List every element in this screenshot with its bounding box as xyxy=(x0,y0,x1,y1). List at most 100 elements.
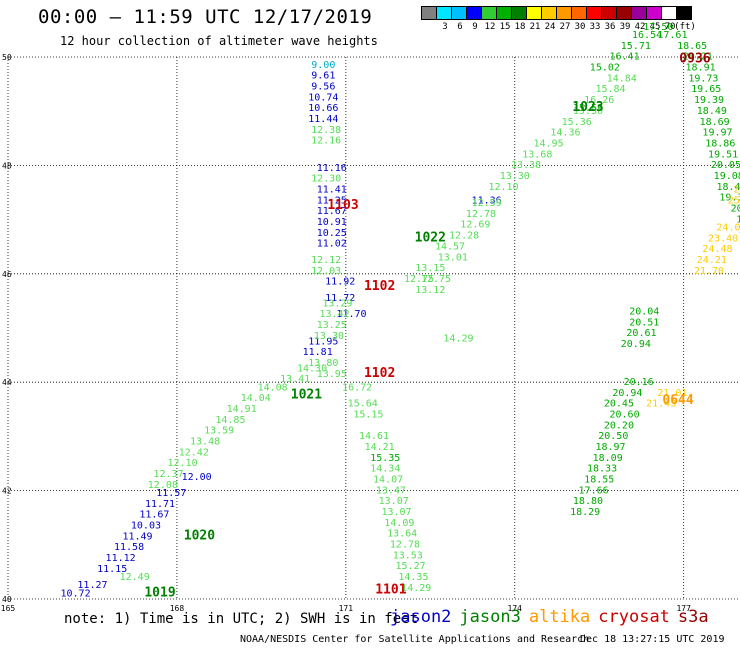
wave-height-point: 11.70 xyxy=(336,309,366,320)
legend-label: 9 xyxy=(472,22,478,32)
wave-height-point: 18.65 xyxy=(677,41,707,52)
wave-height-point: 11.49 xyxy=(122,531,152,542)
wave-height-point: 15.35 xyxy=(370,453,400,464)
wave-height-point: 13.64 xyxy=(387,529,417,540)
wave-height-point: 24.21 xyxy=(697,255,727,266)
wave-height-point: 19.39 xyxy=(694,95,724,106)
wave-height-point: 10.72 xyxy=(61,588,91,599)
legend-swatch xyxy=(676,6,692,20)
wave-height-point: 18.69 xyxy=(700,117,730,128)
x-tick-label: 168 xyxy=(170,604,185,613)
wave-height-point: 12.37 xyxy=(153,469,183,480)
legend-label: 21 xyxy=(529,22,541,32)
time-label: 0644 xyxy=(662,393,693,408)
wave-height-point: 9.56 xyxy=(311,82,335,93)
wave-height-point: 11.57 xyxy=(156,488,186,499)
wave-height-point: 14.21 xyxy=(365,442,395,453)
time-label: 1103 xyxy=(327,198,358,213)
wave-height-point: 24.02 xyxy=(716,222,740,233)
wave-height-point: 13.07 xyxy=(379,496,409,507)
wave-height-point: 11.02 xyxy=(317,239,347,250)
color-scale-legend: 3 6 9 12 15 18 21 24 27 30 33 36 39 42 45 70 (ft) xyxy=(421,6,696,32)
wave-height-point: 12.59 xyxy=(472,198,502,209)
wave-height-point: 14.34 xyxy=(370,464,400,475)
wave-height-point: 11.72 xyxy=(325,293,355,304)
wave-height-point: 18.09 xyxy=(593,453,623,464)
wave-height-point: 18.42 xyxy=(716,182,740,193)
wave-height-point: 9.00 xyxy=(311,60,335,71)
time-label: 1102 xyxy=(364,279,395,294)
y-tick-label: 40 xyxy=(2,595,12,604)
y-tick-label: 46 xyxy=(2,270,12,279)
satellite-label-altika: altika xyxy=(528,607,591,627)
wave-height-point: 18.33 xyxy=(587,464,617,475)
wave-height-point: 11.27 xyxy=(77,580,107,591)
wave-height-point: 13.29 xyxy=(322,298,352,309)
generation-timestamp: Dec 18 13:27:15 UTC 2019 xyxy=(580,634,725,645)
wave-height-point: 14.95 xyxy=(533,138,563,149)
wave-height-point: 12.00 xyxy=(182,472,212,483)
wave-height-point: 13.25 xyxy=(317,320,347,331)
satellite-label-jason2: jason2 xyxy=(390,607,452,627)
legend-label: 24 xyxy=(544,22,556,32)
wave-height-point: 12.30 xyxy=(311,174,341,185)
wave-height-point: 20.90 xyxy=(731,203,740,214)
wave-height-point: 20.50 xyxy=(598,431,628,442)
legend-label: (ft) xyxy=(674,22,696,32)
wave-height-point: 21.01 xyxy=(657,388,687,399)
y-tick-label: 48 xyxy=(2,161,12,170)
wave-height-point: 14.04 xyxy=(241,393,271,404)
wave-height-point: 12.12 xyxy=(311,255,341,266)
wave-height-point: 11.16 xyxy=(317,163,347,174)
wave-height-point: 10.03 xyxy=(131,521,161,532)
wave-height-point: 20.60 xyxy=(610,409,640,420)
wave-height-point: 21.43 xyxy=(646,399,676,410)
wave-height-point: 13.12 xyxy=(415,285,445,296)
satellite-label-cryosat: cryosat xyxy=(598,607,670,627)
wave-height-point: 10.66 xyxy=(308,103,338,114)
wave-height-point: 15.64 xyxy=(348,399,378,410)
wave-height-point: 11.95 xyxy=(308,336,338,347)
wave-height-point: 20.94 xyxy=(621,339,651,350)
wave-height-point: 16.41 xyxy=(610,52,640,63)
wave-height-point: 16.54 xyxy=(632,30,662,41)
wave-height-point: 20.05 xyxy=(711,160,740,171)
wave-height-point: 15.59 xyxy=(573,103,603,114)
legend-label: 45 xyxy=(649,22,661,32)
legend-labels: 3 6 9 12 15 18 21 24 27 30 33 36 39 42 45 70 (ft) xyxy=(422,20,696,32)
wave-height-point: 15.71 xyxy=(621,41,651,52)
wave-height-point: 15.84 xyxy=(595,84,625,95)
wave-height-point: 24.48 xyxy=(702,244,732,255)
wave-height-point: 14.07 xyxy=(373,474,403,485)
legend-label: 30 xyxy=(574,22,586,32)
wave-height-point: 12.42 xyxy=(179,447,209,458)
wave-height-point: 19.73 xyxy=(688,73,718,84)
wave-height-point: 13.30 xyxy=(314,331,344,342)
wave-height-point: 13.80 xyxy=(308,358,338,369)
wave-height-point: 19.51 xyxy=(708,149,738,160)
wave-height-point: 19.08 xyxy=(714,171,740,182)
wave-height-point: 11.67 xyxy=(317,206,347,217)
legend-label: 70 xyxy=(664,22,676,32)
wave-height-point: 18.97 xyxy=(595,442,625,453)
legend-label: 39 xyxy=(619,22,631,32)
wave-height-point: 14.08 xyxy=(258,382,288,393)
wave-height-point: 18.49 xyxy=(697,106,727,117)
wave-height-point: 20.94 xyxy=(612,388,642,399)
wave-height-point: 23.40 xyxy=(708,233,738,244)
x-tick-label: 177 xyxy=(676,604,691,613)
wave-height-point: 12.16 xyxy=(311,136,341,147)
wave-height-point: 13.48 xyxy=(190,437,220,448)
wave-height-point: 11.12 xyxy=(106,553,136,564)
wave-height-point: 12.78 xyxy=(466,209,496,220)
wave-height-point: 16.72 xyxy=(342,382,372,393)
wave-height-point: 15.27 xyxy=(396,561,426,572)
satellite-legend: jason2 jason3 altika cryosat s3a xyxy=(390,607,717,627)
x-tick-label: 174 xyxy=(508,604,523,613)
wave-height-point: 15.15 xyxy=(353,409,383,420)
wave-height-point: 13.95 xyxy=(317,369,347,380)
wave-height-point: 14.57 xyxy=(435,241,465,252)
x-tick-label: 171 xyxy=(339,604,354,613)
wave-height-point: 20.51 xyxy=(629,317,659,328)
